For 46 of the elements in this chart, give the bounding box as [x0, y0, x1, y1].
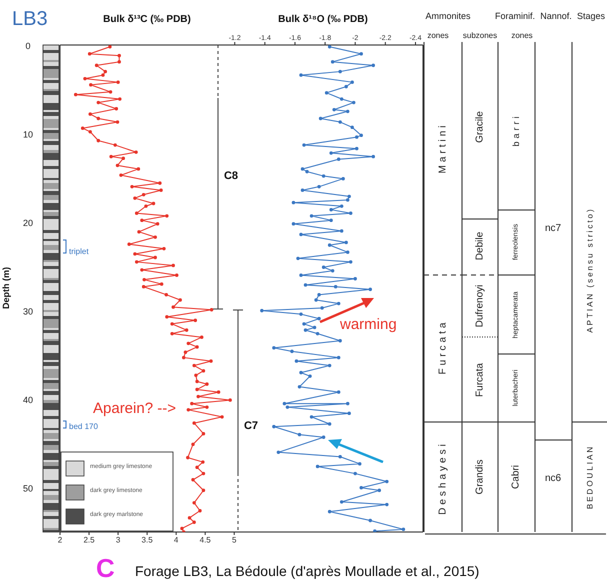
y-tick-label: 30: [22, 306, 34, 317]
text: C: [96, 553, 115, 583]
text: Cabri: [510, 465, 522, 489]
x-tick-label: 3.5: [142, 536, 154, 545]
annotation: C8: [224, 170, 238, 182]
annotation: C7: [244, 420, 258, 432]
chart-title: LB3: [12, 8, 48, 30]
text: Nannof.: [540, 11, 572, 21]
text: Ammonites: [425, 11, 472, 21]
text: zones: [511, 31, 533, 40]
text: zones: [427, 31, 449, 40]
y-tick-label: 40: [22, 395, 34, 406]
text: Stages: [576, 11, 606, 21]
x-tick-label: 4: [174, 536, 179, 545]
text: Furcata: [438, 320, 448, 374]
annotation: warming: [339, 316, 397, 333]
text: Forage LB3, La Bédoule (d'après Moullade et al., 2015): [135, 563, 480, 579]
text: Gracile: [474, 110, 486, 143]
text: barri: [511, 113, 521, 147]
y-tick-label: 50: [22, 484, 34, 494]
text: Debile: [474, 231, 486, 260]
annotation: bed 170: [69, 422, 98, 431]
annotation: Aparein? -->: [93, 400, 176, 417]
y-tick-label: 0: [25, 41, 31, 51]
text: Furcata: [474, 362, 486, 397]
annotation: triplet: [69, 247, 90, 256]
text: nc7: [544, 223, 562, 234]
y-tick-label: 10: [22, 130, 34, 140]
text: nc6: [544, 473, 562, 484]
y-tick-label: 20: [22, 218, 34, 228]
x-tick-label: 2.5: [83, 536, 96, 545]
text: Deshayesi: [438, 441, 448, 515]
x-tick-label: 5: [232, 536, 238, 545]
x-axis-title: Bulk δ¹³C (‰ PDB): [103, 14, 191, 25]
x-tick-label: 2: [58, 536, 63, 545]
y-axis-title: Depth (m): [1, 267, 11, 309]
text: BEDOULIAN: [586, 444, 594, 510]
text: Dufrenoyi: [474, 284, 486, 328]
text: APTIAN (sensu stricto): [586, 207, 594, 333]
x2-axis-title: Bulk δ¹⁸O (‰ PDB): [278, 14, 368, 25]
text: subzones: [462, 31, 498, 40]
text: Martini: [438, 122, 448, 174]
x-tick-label: 3: [116, 536, 121, 545]
x-tick-label: 4.5: [200, 536, 212, 545]
text: Grandis: [474, 459, 486, 495]
text: Foraminif.: [494, 11, 536, 21]
